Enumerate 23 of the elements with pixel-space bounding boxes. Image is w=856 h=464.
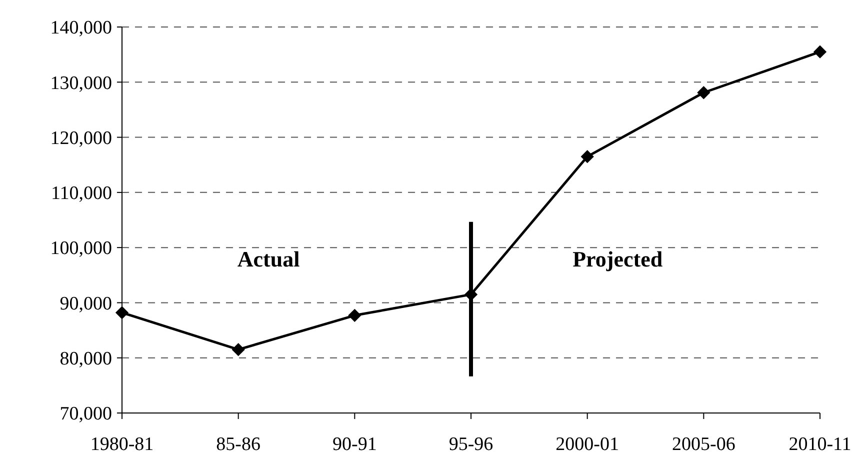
point	[813, 45, 827, 58]
annotation: Actual	[237, 246, 300, 272]
point	[232, 343, 245, 356]
x-tick-label: 95-96	[448, 434, 494, 455]
y-tick-label: 90,000	[60, 293, 112, 314]
x-tick-label: 2000-01	[556, 434, 619, 455]
x-tick-label: 2005-06	[672, 434, 736, 455]
y-tick-label: 80,000	[60, 348, 112, 370]
point	[115, 306, 129, 320]
y-tick-label: 120,000	[50, 128, 112, 149]
point	[348, 308, 362, 322]
y-tick-label: 110,000	[50, 183, 112, 204]
annotation: Projected	[572, 246, 663, 272]
x-tick-label: 1980-81	[90, 434, 154, 455]
y-tick-label: 100,000	[50, 238, 112, 260]
x-tick-label: 90-91	[332, 434, 377, 455]
point	[580, 150, 594, 164]
y-tick-label: 140,000	[50, 18, 112, 39]
y-tick-label: 130,000	[50, 72, 112, 94]
y-tick-label: 70,000	[60, 404, 112, 425]
x-tick-label: 2010-11	[788, 434, 852, 455]
x-tick-label: 85-86	[216, 434, 260, 455]
point	[697, 86, 710, 100]
